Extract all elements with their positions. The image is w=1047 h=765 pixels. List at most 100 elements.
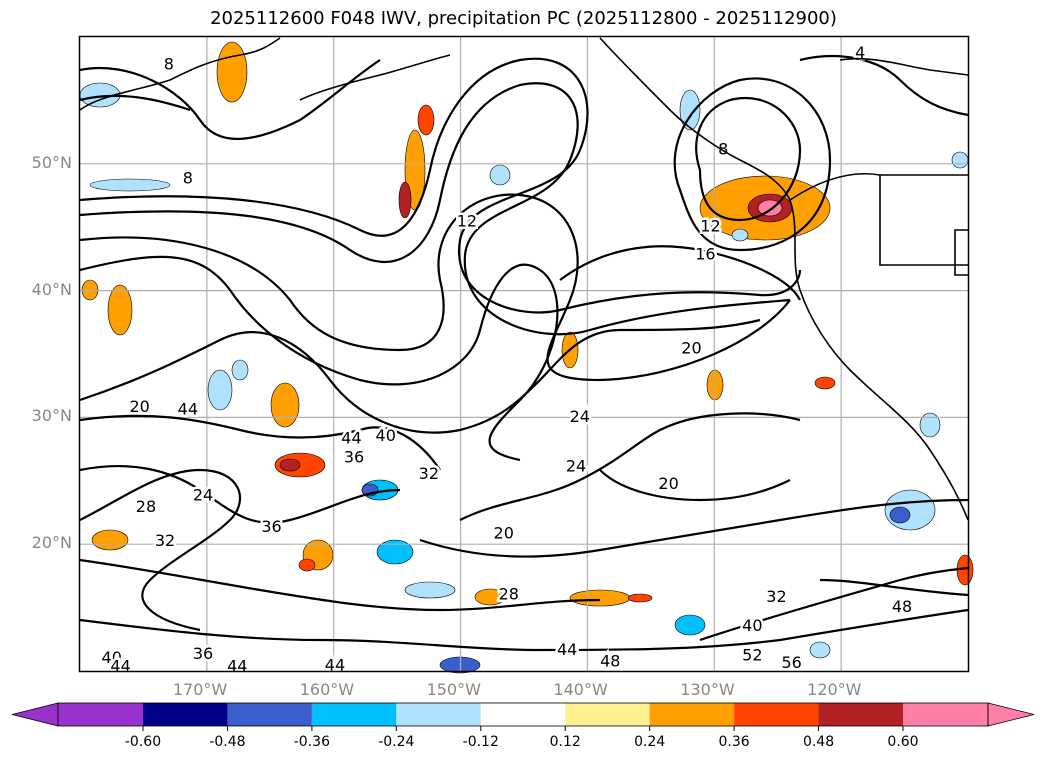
contour-label: 44 [227, 657, 247, 676]
precipitation-patch [951, 151, 969, 169]
precipitation-patch [569, 589, 631, 607]
precipitation-patch [489, 164, 511, 186]
lat-lon-grid [80, 37, 968, 671]
contour-label: 44 [178, 399, 198, 418]
contour-label: 12 [457, 212, 477, 231]
contour-label: 36 [193, 644, 213, 663]
colorbar-tick-label: 0.36 [718, 734, 750, 750]
colorbar-swatch [58, 703, 143, 726]
colorbar-swatch [480, 703, 566, 726]
precipitation-patch [270, 382, 300, 428]
precipitation-patch [474, 588, 506, 606]
coastline [79, 37, 969, 521]
precipitation-patch [889, 506, 911, 524]
contour-label: 48 [892, 597, 912, 616]
map-frame [78, 35, 970, 673]
contour-label: 8 [718, 139, 728, 158]
contour-label: 44 [325, 655, 345, 674]
longitude-label: 140°W [553, 680, 608, 699]
longitude-label: 120°W [807, 680, 862, 699]
colorbar-swatch [734, 703, 819, 726]
colorbar-min-extension [11, 702, 59, 727]
contour-label: 12 [700, 217, 720, 236]
contour-label: 20 [681, 338, 701, 357]
precipitation-patch [398, 181, 412, 219]
precipitation-patch [679, 89, 701, 131]
precipitation-patch [89, 178, 171, 192]
contour-label: 40 [102, 648, 122, 667]
contour-label: 44 [341, 428, 361, 447]
colorbar-swatch [227, 703, 312, 726]
precipitation-patch [107, 284, 133, 336]
precipitation-patch [231, 359, 249, 381]
precipitation-patch [706, 369, 724, 401]
latitude-label: 20°N [31, 533, 72, 553]
precipitation-patch [731, 228, 749, 242]
colorbar-tick-label: 0.48 [802, 734, 835, 750]
latitude-label: 30°N [31, 406, 72, 426]
precipitation-patch [809, 641, 831, 659]
precipitation-patch [376, 539, 414, 565]
contour-label: 52 [742, 645, 762, 664]
precipitation-patch [814, 376, 836, 390]
colorbar-tick-label: 0.60 [887, 734, 919, 750]
contour-label: 44 [557, 640, 577, 659]
longitude-label: 170°W [172, 680, 228, 699]
precipitation-patch [279, 458, 301, 472]
latitude-label: 50°N [31, 152, 72, 172]
precipitation-patch [404, 581, 456, 599]
precipitation-patch [674, 614, 706, 636]
colorbar-swatch [396, 703, 481, 726]
precipitation-patch [216, 41, 248, 103]
contour-label: 28 [136, 497, 156, 516]
contour-label: 20 [658, 474, 678, 493]
precipitation-patch [91, 529, 129, 551]
colorbar-swatch [565, 703, 650, 726]
contour-label: 24 [570, 407, 590, 426]
figure-title: 2025112600 F048 IWV, precipitation PC (2… [210, 8, 837, 29]
contour-label: 32 [766, 587, 786, 606]
contour-label: 40 [376, 426, 396, 445]
latitude-label: 40°N [31, 279, 72, 299]
colorbar-swatch [818, 703, 903, 726]
contour-label: 32 [419, 464, 439, 483]
contour-label: 8 [164, 54, 174, 73]
contour-label: 32 [155, 531, 175, 550]
colorbar-tick-label: -0.24 [378, 734, 415, 750]
colorbar-swatch [143, 703, 228, 726]
longitude-label: 130°W [680, 680, 735, 699]
contour-label: 20 [494, 524, 514, 543]
contour-label: 8 [183, 169, 193, 188]
precipitation-patch [919, 412, 941, 438]
contour-label: 24 [193, 486, 213, 505]
contour-label: 36 [344, 447, 364, 466]
colorbar-tick-label: 0.24 [634, 734, 666, 750]
contour-label: 44 [110, 657, 130, 676]
colorbar-max-extension [987, 702, 1035, 727]
precipitation-patch [417, 104, 435, 136]
colorbar-tick-label: -0.48 [209, 734, 246, 750]
contour-label: 20 [129, 397, 149, 416]
contour-label: 56 [781, 653, 801, 672]
contour-label: 24 [566, 456, 586, 475]
colorbar [11, 702, 1035, 731]
precipitation-patch [627, 593, 653, 603]
colorbar-swatch [311, 703, 397, 726]
precipitation-patch [298, 558, 316, 572]
contour-label: 40 [742, 616, 762, 635]
contour-label: 16 [695, 245, 715, 264]
colorbar-tick-label: 0.12 [549, 734, 581, 750]
longitude-label: 150°W [426, 680, 481, 699]
precipitation-patch [207, 369, 233, 411]
colorbar-swatch [649, 703, 735, 726]
contour-label: 48 [600, 652, 620, 671]
contour-label: 36 [261, 517, 281, 536]
colorbar-tick-label: -0.36 [293, 734, 330, 750]
colorbar-outline [57, 702, 989, 727]
iwv-contours [79, 54, 969, 652]
contour-label: 28 [499, 584, 519, 603]
colorbar-tick-label: -0.12 [462, 734, 499, 750]
colorbar-swatch [903, 703, 988, 726]
